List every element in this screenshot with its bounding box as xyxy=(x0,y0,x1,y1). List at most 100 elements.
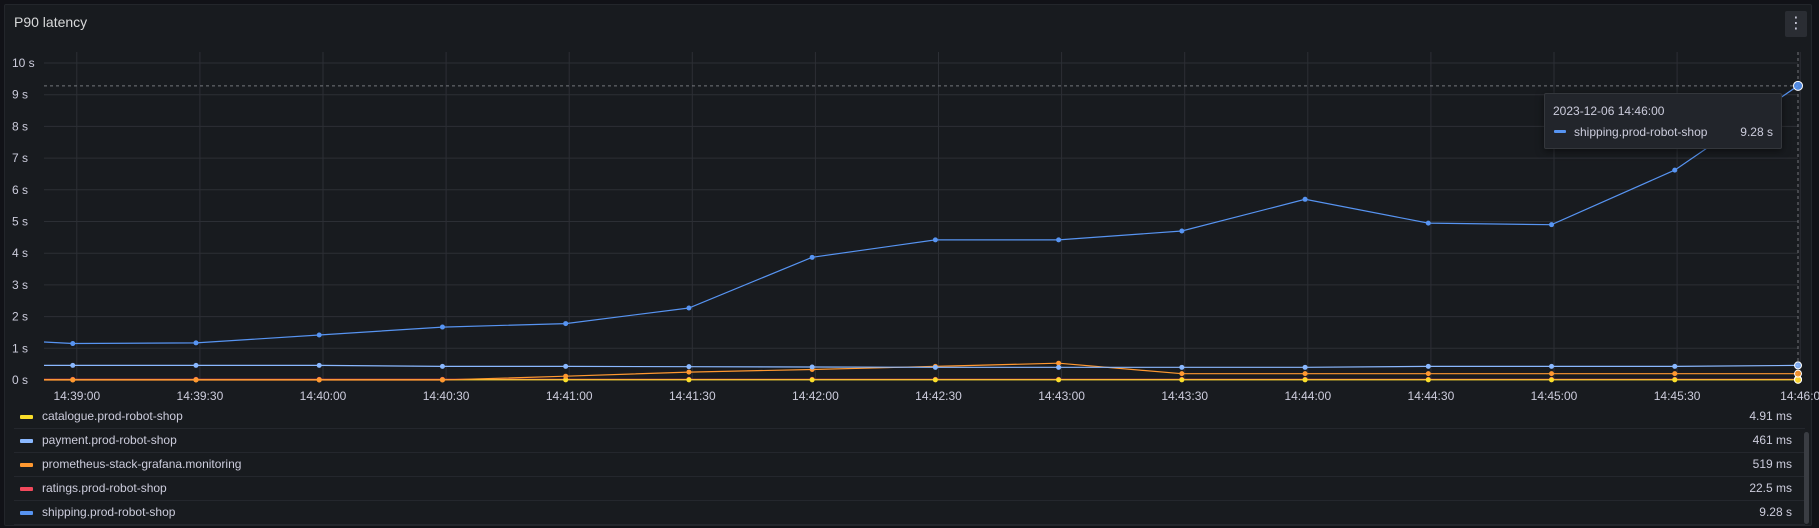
legend-label: ratings.prod-robot-shop xyxy=(42,481,167,495)
data-point xyxy=(1302,371,1308,377)
data-point xyxy=(1549,371,1555,377)
x-tick-label: 14:40:00 xyxy=(300,389,347,400)
data-point xyxy=(1425,220,1431,226)
x-tick-label: 14:39:30 xyxy=(177,389,224,400)
legend-swatch xyxy=(20,511,33,515)
legend-item-catalogue[interactable]: catalogue.prod-robot-shop 4.91 ms xyxy=(14,405,1805,429)
data-point xyxy=(70,362,76,368)
series-line xyxy=(43,85,1799,345)
data-point xyxy=(193,362,199,368)
data-point xyxy=(193,377,199,383)
y-tick-label: 9 s xyxy=(12,88,28,102)
x-tick-label: 14:45:00 xyxy=(1531,389,1578,400)
data-point xyxy=(439,377,445,383)
x-tick-label: 14:39:00 xyxy=(53,389,100,400)
legend-label: payment.prod-robot-shop xyxy=(42,433,177,447)
legend-swatch xyxy=(20,487,33,491)
legend-swatch xyxy=(20,439,33,443)
data-point xyxy=(70,341,76,347)
legend-item-payment[interactable]: payment.prod-robot-shop 461 ms xyxy=(14,429,1805,453)
data-point xyxy=(932,377,938,383)
data-point xyxy=(1793,80,1803,91)
data-point xyxy=(1549,222,1555,228)
x-tick-label: 14:44:00 xyxy=(1284,389,1331,400)
data-point xyxy=(1549,377,1555,383)
y-tick-label: 1 s xyxy=(12,341,28,355)
panel-title: P90 latency xyxy=(14,14,88,30)
y-tick-label: 6 s xyxy=(12,183,28,197)
x-tick-label: 14:46:0 xyxy=(1780,389,1819,400)
legend-value: 519 ms xyxy=(1752,457,1792,471)
x-tick-label: 14:42:00 xyxy=(792,389,839,400)
tooltip-series-name: shipping.prod-robot-shop xyxy=(1574,125,1708,139)
data-point xyxy=(1794,361,1802,370)
data-point xyxy=(1672,377,1678,383)
data-point xyxy=(1672,363,1678,369)
y-tick-label: 10 s xyxy=(12,56,35,70)
legend-item-prometheus[interactable]: prometheus-stack-grafana.monitoring 519 … xyxy=(14,453,1805,477)
vertical-dots-icon[interactable]: ⋮ xyxy=(1785,11,1807,37)
x-tick-label: 14:45:30 xyxy=(1654,389,1701,400)
data-point xyxy=(70,377,76,383)
data-point xyxy=(316,332,322,338)
data-point xyxy=(932,237,938,243)
data-point xyxy=(1056,360,1062,366)
data-point xyxy=(1794,369,1802,378)
data-point xyxy=(1179,377,1185,383)
data-point xyxy=(563,363,569,369)
legend-swatch xyxy=(20,463,33,467)
legend-item-shipping[interactable]: shipping.prod-robot-shop 9.28 s xyxy=(14,501,1805,525)
x-tick-label: 14:43:00 xyxy=(1038,389,1085,400)
data-point xyxy=(1302,377,1308,383)
data-point xyxy=(809,364,815,370)
legend-label: prometheus-stack-grafana.monitoring xyxy=(42,457,242,471)
data-point xyxy=(1056,377,1062,383)
y-tick-label: 5 s xyxy=(12,215,28,229)
x-tick-label: 14:41:00 xyxy=(546,389,593,400)
x-tick-label: 14:40:30 xyxy=(423,389,470,400)
data-point xyxy=(1179,364,1185,370)
y-tick-label: 0 s xyxy=(12,373,28,387)
data-point xyxy=(1056,237,1062,243)
data-point xyxy=(193,340,199,346)
y-tick-label: 3 s xyxy=(12,278,28,292)
series-line xyxy=(44,362,1798,381)
data-point xyxy=(1672,371,1678,377)
y-tick-label: 4 s xyxy=(12,246,28,260)
data-point xyxy=(686,364,692,370)
data-point xyxy=(1179,371,1185,377)
data-point xyxy=(439,363,445,369)
tooltip-series-value: 9.28 s xyxy=(1740,125,1773,139)
legend-label: catalogue.prod-robot-shop xyxy=(42,409,183,423)
legend-label: shipping.prod-robot-shop xyxy=(42,505,176,519)
data-point xyxy=(1302,196,1308,202)
data-point xyxy=(809,254,815,260)
data-point xyxy=(686,377,692,383)
data-point xyxy=(1179,228,1185,234)
data-point xyxy=(1056,364,1062,370)
legend-value: 4.91 ms xyxy=(1749,409,1792,423)
chart-tooltip: 2023-12-06 14:46:00 shipping.prod-robot-… xyxy=(1544,93,1782,149)
latency-chart[interactable]: 0 s 1 s 2 s 3 s 4 s 5 s 6 s 7 s 8 s 9 s 10 s 14:39:… xyxy=(0,0,1819,400)
data-point xyxy=(809,377,815,383)
tooltip-series-swatch xyxy=(1554,130,1566,133)
latency-panel: P90 latency ⋮ xyxy=(4,4,1812,526)
legend-scrollbar[interactable] xyxy=(1804,432,1809,524)
tooltip-row: shipping.prod-robot-shop 9.28 s xyxy=(1553,125,1773,139)
legend-value: 461 ms xyxy=(1752,433,1792,447)
data-point xyxy=(316,377,322,383)
x-tick-label: 14:42:30 xyxy=(915,389,962,400)
tooltip-time: 2023-12-06 14:46:00 xyxy=(1553,104,1665,118)
x-tick-label: 14:44:30 xyxy=(1408,389,1455,400)
legend-swatch xyxy=(20,415,33,419)
x-tick-label: 14:43:30 xyxy=(1161,389,1208,400)
x-tick-label: 14:41:30 xyxy=(669,389,716,400)
legend-item-ratings[interactable]: ratings.prod-robot-shop 22.5 ms xyxy=(14,477,1805,501)
data-point xyxy=(563,377,569,383)
data-point xyxy=(1302,364,1308,370)
data-point xyxy=(563,321,569,327)
data-point xyxy=(563,373,569,379)
data-point xyxy=(1425,377,1431,383)
chart-legend: catalogue.prod-robot-shop 4.91 ms paymen… xyxy=(14,405,1805,525)
data-point xyxy=(1672,167,1678,173)
